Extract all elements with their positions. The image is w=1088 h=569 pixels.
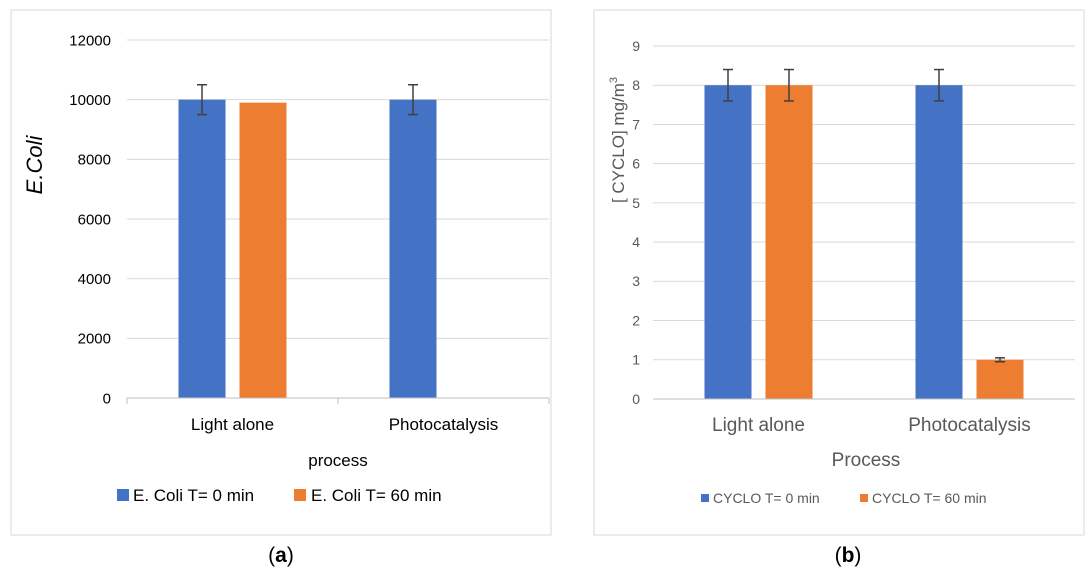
bar xyxy=(178,99,226,399)
y-tick-label: 5 xyxy=(632,195,640,211)
chart-b-legend-label-1: CYCLO T= 60 min xyxy=(872,490,987,506)
bar xyxy=(765,85,813,399)
chart-b-legend-swatch-1 xyxy=(860,494,868,502)
error-bar xyxy=(197,84,207,116)
error-bar xyxy=(934,68,944,102)
x-tick-label: Photocatalysis xyxy=(908,415,1031,436)
y-tick-label: 9 xyxy=(632,38,640,54)
chart-a-error-bars xyxy=(197,84,418,116)
bar xyxy=(239,102,287,399)
error-bar xyxy=(784,68,794,102)
chart-a-x-tick-labels: Light alone Photocatalysis xyxy=(191,415,498,434)
y-tick-label: 10000 xyxy=(69,92,111,109)
chart-a-y-tick-labels: 0 2000 4000 6000 8000 10000 12000 xyxy=(69,32,111,407)
chart-b-y-axis-label-superscript: 3 xyxy=(608,77,620,83)
y-tick-label: 6000 xyxy=(78,211,111,228)
chart-b-x-axis-label: Process xyxy=(832,450,901,471)
bar xyxy=(389,99,437,399)
chart-a-x-axis-label: process xyxy=(308,451,368,470)
chart-a-caption: (a) xyxy=(268,544,294,567)
chart-a-legend-swatch-1 xyxy=(294,489,306,501)
bar xyxy=(976,359,1024,399)
y-tick-label: 8 xyxy=(632,77,640,93)
chart-a-x-axis xyxy=(126,397,550,404)
y-tick-label: 0 xyxy=(632,391,640,407)
y-tick-label: 4 xyxy=(632,234,640,250)
chart-b-bars xyxy=(704,85,1024,399)
chart-panel-a: 0 2000 4000 6000 8000 10000 12000 Light alone P… xyxy=(10,9,552,567)
y-tick-label: 7 xyxy=(632,116,640,132)
y-tick-label: 4000 xyxy=(78,271,111,288)
chart-a-bars xyxy=(178,99,437,399)
y-tick-label: 3 xyxy=(632,273,640,289)
bar xyxy=(704,85,752,399)
y-tick-label: 6 xyxy=(632,156,640,172)
bar xyxy=(915,85,963,399)
chart-b-legend-swatch-0 xyxy=(701,494,709,502)
y-tick-label: 2 xyxy=(632,312,640,328)
chart-a-y-axis-label: E.Coli xyxy=(22,135,47,195)
chart-b-caption: (b) xyxy=(835,544,862,567)
chart-a-legend-label-0: E. Coli T= 0 min xyxy=(133,486,254,505)
chart-a-legend-label-1: E. Coli T= 60 min xyxy=(311,486,442,505)
chart-b-legend-label-0: CYCLO T= 0 min xyxy=(713,490,820,506)
y-tick-label: 8000 xyxy=(78,152,111,169)
chart-b-frame xyxy=(593,9,1085,536)
chart-b-legend: CYCLO T= 0 min CYCLO T= 60 min xyxy=(701,490,987,506)
chart-a-legend: E. Coli T= 0 min E. Coli T= 60 min xyxy=(117,486,442,505)
chart-b-y-axis-label: [ CYCLO] mg/m3 xyxy=(608,77,628,203)
error-bar xyxy=(723,68,733,102)
y-tick-label: 1 xyxy=(632,352,640,368)
error-bar xyxy=(408,84,418,116)
chart-b-error-bars xyxy=(723,68,1005,363)
chart-b-x-tick-labels: Light alone Photocatalysis xyxy=(712,415,1031,436)
chart-a-legend-swatch-0 xyxy=(117,489,129,501)
chart-b-y-tick-labels: 0 1 2 3 4 5 6 7 8 9 xyxy=(632,38,640,407)
error-bar xyxy=(995,357,1005,363)
y-tick-label: 0 xyxy=(103,390,111,407)
x-tick-label: Light alone xyxy=(191,415,274,434)
chart-panel-b: 0 1 2 3 4 5 6 7 8 9 Light alone Photocatalysis [ C… xyxy=(593,9,1085,567)
x-tick-label: Photocatalysis xyxy=(389,415,499,434)
chart-b-y-axis-label-main: [ CYCLO] mg/m xyxy=(609,83,628,203)
y-tick-label: 12000 xyxy=(69,32,111,49)
x-tick-label: Light alone xyxy=(712,415,805,436)
y-tick-label: 2000 xyxy=(78,331,111,348)
